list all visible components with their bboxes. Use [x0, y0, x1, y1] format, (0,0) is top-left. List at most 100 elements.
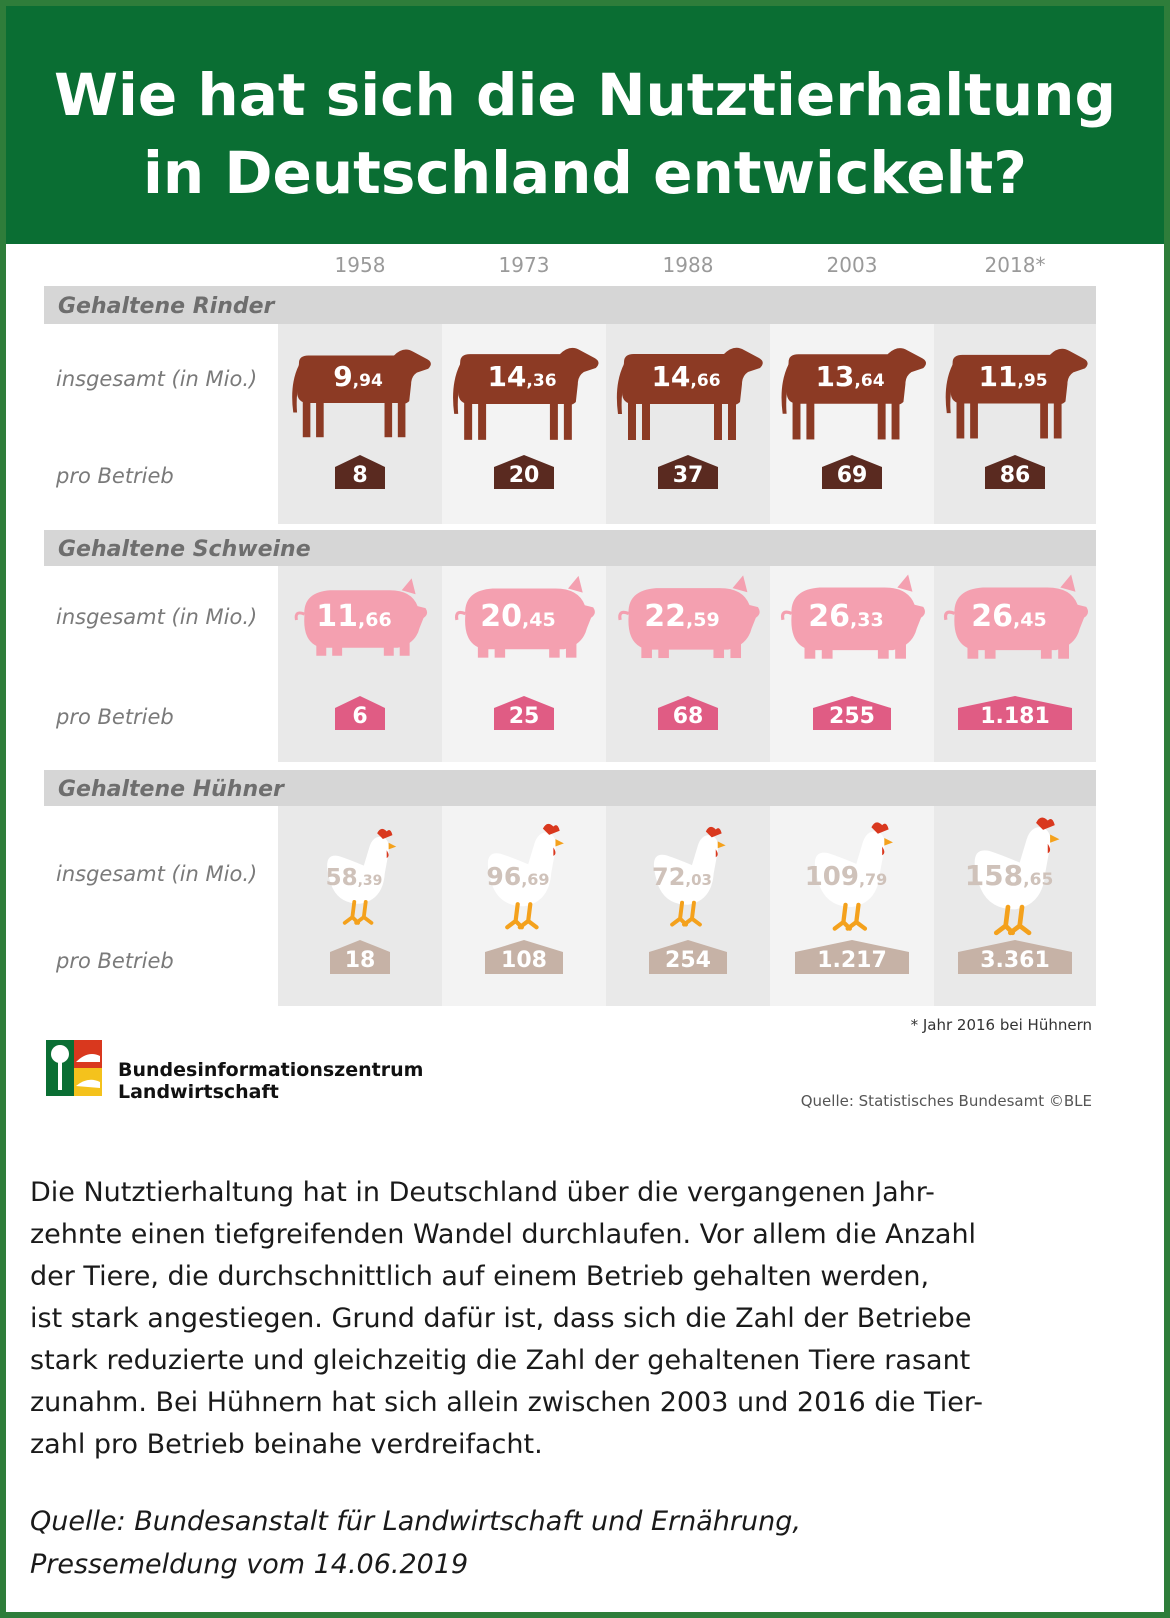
farm-badge	[958, 940, 1072, 974]
total-value: 11,95	[978, 360, 1047, 393]
per-farm-value: 1.217	[817, 948, 887, 973]
section-title: Gehaltene Hühner	[58, 777, 285, 802]
section-bar	[44, 770, 1096, 806]
section-bar	[44, 530, 1096, 566]
total-int: 11	[978, 360, 1017, 393]
quote-line-1: Quelle: Bundesanstalt für Landwirtschaft…	[30, 1506, 801, 1537]
per-farm-value: 3.361	[980, 948, 1050, 973]
total-value: 14,66	[651, 360, 720, 393]
year-label: 1988	[663, 253, 714, 277]
chicken-icon	[487, 823, 564, 930]
column-band	[606, 806, 770, 1006]
total-value: 9,94	[333, 360, 383, 393]
total-int: 96	[486, 862, 521, 891]
chicken-icon	[327, 828, 397, 925]
row-label-total: insgesamt (in Mio.)	[56, 367, 257, 391]
total-int: 58	[326, 865, 358, 891]
total-int: 14	[487, 360, 526, 393]
total-value: 96,69	[486, 862, 549, 891]
total-value: 72,03	[652, 863, 712, 891]
farm-badge	[795, 940, 909, 974]
total-dec: ,03	[685, 871, 712, 889]
section-title: Gehaltene Schweine	[58, 537, 311, 562]
total-dec: ,69	[521, 870, 549, 889]
section-bar	[44, 286, 1096, 324]
total-int: 109	[805, 862, 859, 892]
total-int: 26	[808, 599, 850, 634]
per-farm-value: 20	[509, 463, 540, 488]
cattle-icon	[616, 347, 763, 440]
quote: Quelle: Bundesanstalt für Landwirtschaft…	[30, 1500, 1140, 1586]
per-farm-value: 8	[352, 463, 367, 488]
total-dec: ,59	[686, 609, 720, 631]
year-label: 1958	[335, 253, 386, 277]
chicken-icon	[814, 822, 893, 931]
total-int: 22	[644, 599, 686, 634]
column-band	[278, 324, 442, 524]
pig-icon	[943, 574, 1089, 659]
per-farm-value: 25	[509, 704, 540, 729]
body-line: Die Nutztierhaltung hat in Deutschland ü…	[30, 1177, 935, 1208]
total-dec: ,66	[358, 609, 392, 631]
chicken-icon	[974, 817, 1060, 936]
total-dec: ,95	[1017, 371, 1047, 391]
farm-badge	[330, 940, 390, 974]
total-dec: ,94	[353, 371, 383, 391]
year-label: 2003	[827, 253, 878, 277]
total-int: 158	[965, 859, 1023, 892]
row-label-total: insgesamt (in Mio.)	[56, 605, 257, 629]
per-farm-value: 68	[673, 704, 704, 729]
farm-badge	[985, 455, 1045, 489]
pig-icon	[780, 574, 925, 659]
chicken-icon	[653, 826, 726, 927]
cattle-icon	[945, 348, 1088, 439]
total-dec: ,36	[526, 371, 556, 391]
body-line: stark reduzierte und gleichzeitig die Za…	[30, 1345, 971, 1376]
total-value: 109,79	[805, 862, 888, 892]
body-line: zehnte einen tiefgreifenden Wandel durch…	[30, 1219, 977, 1250]
per-farm-value: 69	[837, 463, 868, 488]
total-dec: ,79	[859, 870, 887, 889]
total-dec: ,64	[854, 371, 884, 391]
farm-badge	[813, 696, 891, 730]
total-value: 26,33	[808, 599, 883, 634]
title-line-1: Wie hat sich die Nutztierhaltung	[54, 61, 1116, 129]
title-line-2: in Deutschland entwickelt?	[143, 139, 1027, 207]
total-value: 13,64	[815, 360, 884, 393]
total-value: 14,36	[487, 360, 556, 393]
farm-badge	[485, 940, 563, 974]
total-value: 20,45	[480, 599, 555, 634]
total-int: 20	[480, 599, 522, 634]
total-dec: ,39	[358, 873, 383, 889]
pig-icon	[618, 575, 760, 659]
per-farm-value: 18	[345, 948, 376, 973]
farm-badge	[822, 455, 882, 489]
total-int: 26	[971, 599, 1013, 634]
section-title: Gehaltene Rinder	[58, 294, 276, 319]
row-label-farm: pro Betrieb	[55, 464, 174, 488]
total-dec: ,45	[1013, 609, 1047, 631]
total-value: 11,66	[316, 599, 391, 634]
farm-badge	[335, 455, 385, 489]
pig-icon	[294, 578, 428, 656]
farm-badge	[335, 696, 385, 730]
livestock-chart: 1958 1973 1988 2003 2018* Gehaltene Rinder ins…	[44, 253, 1096, 1110]
column-band	[278, 806, 442, 1006]
row-label-farm: pro Betrieb	[55, 949, 174, 973]
per-farm-value: 1.181	[980, 704, 1050, 729]
per-farm-value: 37	[673, 463, 704, 488]
total-dec: ,66	[690, 371, 720, 391]
farm-badge	[494, 696, 554, 730]
farm-badge	[958, 696, 1072, 730]
total-int: 11	[316, 599, 358, 634]
farm-badge	[658, 455, 718, 489]
row-label-farm: pro Betrieb	[55, 705, 174, 729]
quote-line-2: Pressemeldung vom 14.06.2019	[30, 1549, 469, 1580]
ble-logo-icon	[46, 1040, 102, 1096]
total-value: 22,59	[644, 599, 719, 634]
per-farm-value: 86	[1000, 463, 1031, 488]
total-dec: ,65	[1023, 870, 1053, 890]
total-dec: ,33	[850, 609, 884, 631]
year-label: 2018*	[985, 253, 1046, 277]
total-value: 26,45	[971, 599, 1046, 634]
